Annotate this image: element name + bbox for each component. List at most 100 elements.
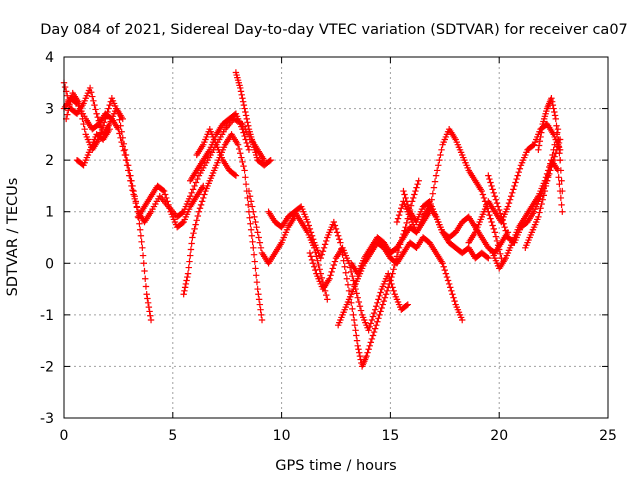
series-trace-12 (291, 177, 422, 370)
y-tick-label: -1 (40, 308, 54, 324)
data-point (321, 241, 329, 248)
data-point (128, 177, 135, 184)
data-point (551, 141, 558, 148)
data-point (124, 162, 132, 169)
data-point (544, 172, 552, 179)
data-point (247, 226, 255, 233)
data-point (375, 315, 382, 322)
data-point (304, 218, 311, 226)
data-point (551, 108, 558, 116)
data-point (343, 275, 351, 282)
data-point (366, 323, 373, 331)
data-point (442, 270, 450, 277)
data-point (436, 156, 443, 164)
data-point (131, 193, 138, 200)
data-point (555, 174, 562, 181)
data-point (188, 240, 195, 247)
data-point (369, 313, 377, 320)
data-point (342, 269, 349, 276)
data-point (237, 84, 244, 92)
data-point (413, 184, 420, 191)
data-point (348, 268, 355, 276)
data-point (93, 110, 100, 117)
data-point (439, 260, 446, 267)
data-point (408, 198, 416, 205)
data-point (500, 220, 507, 227)
data-point (159, 187, 167, 194)
data-point (484, 254, 491, 261)
data-point (240, 162, 247, 170)
data-point (326, 275, 333, 282)
x-tick-label: 20 (490, 428, 508, 444)
data-point (355, 346, 362, 353)
data-point (395, 211, 403, 219)
data-point (390, 287, 397, 294)
data-point (506, 196, 514, 203)
data-point (540, 192, 548, 199)
data-point (306, 225, 314, 233)
data-point (89, 93, 96, 100)
data-point (307, 229, 315, 236)
data-point (497, 210, 504, 217)
plot-frame (63, 56, 609, 419)
series-trace-10 (245, 187, 298, 267)
data-point (365, 346, 372, 353)
data-point (516, 165, 524, 172)
data-point (492, 233, 500, 240)
data-point (364, 349, 371, 356)
data-point (240, 101, 248, 109)
data-point (554, 136, 562, 143)
data-point (130, 187, 137, 195)
data-point (556, 150, 563, 157)
data-point (308, 232, 316, 239)
data-point (237, 150, 244, 157)
data-point (181, 287, 188, 294)
data-point (559, 187, 566, 195)
data-point (557, 167, 565, 174)
data-point (432, 172, 440, 179)
data-point (542, 182, 550, 190)
data-point (375, 296, 382, 303)
data-point (403, 198, 410, 205)
data-point (120, 147, 128, 154)
data-point (504, 203, 512, 210)
data-point (354, 294, 361, 301)
data-point (101, 119, 108, 126)
data-point (323, 237, 330, 245)
data-point (164, 198, 171, 205)
data-point (88, 89, 95, 96)
data-point (319, 248, 327, 255)
data-point (138, 238, 145, 245)
data-point (537, 133, 544, 141)
data-point (192, 221, 199, 228)
data-point (253, 278, 261, 286)
data-point (405, 205, 413, 212)
data-point (250, 251, 258, 258)
data-point (331, 222, 339, 229)
data-point (247, 198, 255, 205)
data-point (197, 201, 205, 209)
data-point (248, 232, 256, 239)
data-point (543, 177, 551, 184)
data-point (247, 220, 254, 227)
y-tick-label: 1 (45, 205, 54, 221)
data-point (549, 151, 556, 159)
data-point (445, 280, 453, 288)
data-point (254, 285, 261, 293)
data-point (102, 115, 109, 123)
data-point (355, 298, 363, 306)
data-point (330, 261, 338, 269)
data-point (118, 128, 125, 135)
data-point (555, 143, 562, 150)
data-point (140, 260, 147, 267)
data-point (536, 138, 544, 145)
data-point (137, 232, 145, 239)
data-point (64, 111, 71, 118)
data-point (160, 187, 168, 195)
data-point (194, 175, 201, 183)
data-point (241, 132, 248, 140)
x-tick-label: 5 (168, 428, 177, 444)
data-point (402, 194, 409, 202)
series-trace-9 (232, 69, 274, 169)
